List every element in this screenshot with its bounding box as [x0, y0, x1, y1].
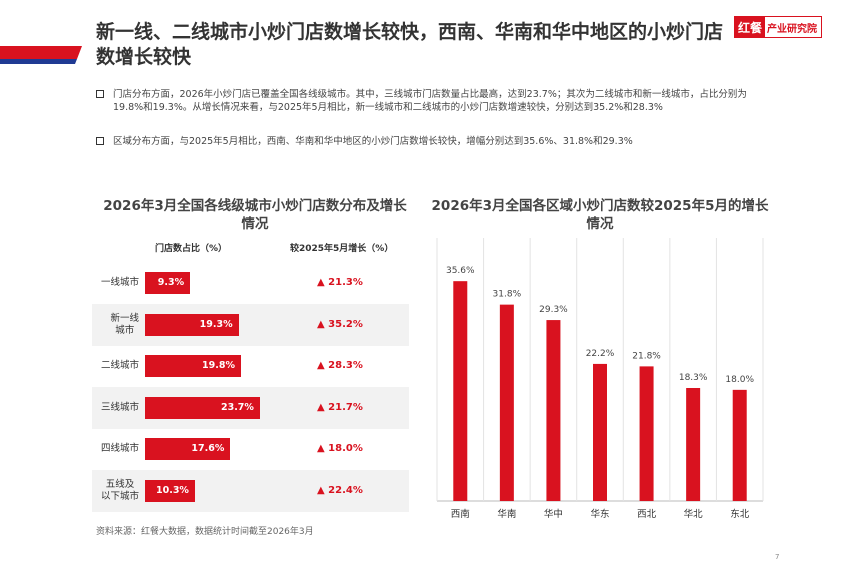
table-row: 五线及 以下城市 10.3% ▲ 22.4%	[92, 470, 409, 512]
share-bar: 23.7%	[145, 396, 260, 419]
row-label: 新一线 城市	[110, 312, 139, 336]
bar-华中	[546, 320, 561, 501]
left-chart-title: 2026年3月全国各线级城市小炒门店数分布及增长情况	[103, 198, 407, 232]
data-label: 18.3%	[679, 373, 708, 383]
col-header-share: 门店数占比（%）	[155, 244, 228, 254]
bullet-2: 区域分布方面，与2025年5月相比，西南、华南和华中地区的小炒门店数增长较快，增…	[96, 135, 766, 148]
source-note: 资料来源：红餐大数据，数据统计时间截至2026年3月	[96, 527, 314, 537]
page-number: 7	[775, 553, 780, 561]
square-bullet-icon	[96, 137, 104, 145]
table-row: 一线城市 9.3% ▲ 21.3%	[92, 262, 409, 304]
share-bar: 19.3%	[145, 313, 239, 336]
x-tick-label: 华东	[590, 508, 609, 520]
data-label: 22.2%	[586, 349, 615, 359]
data-label: 29.3%	[539, 305, 568, 315]
bar-华南	[499, 304, 514, 501]
x-tick-label: 华中	[544, 508, 563, 520]
right-chart-title: 2026年3月全国各区域小炒门店数较2025年5月的增长情况	[431, 198, 769, 232]
share-bar: 17.6%	[145, 438, 231, 461]
x-tick-label: 西北	[637, 509, 657, 520]
growth-value: ▲ 21.7%	[317, 401, 363, 413]
table-row: 四线城市 17.6% ▲ 18.0%	[92, 428, 409, 470]
square-bullet-icon	[96, 90, 104, 98]
growth-value: ▲ 35.2%	[317, 318, 363, 330]
x-tick-label: 西南	[451, 508, 470, 520]
row-label: 三线城市	[100, 401, 139, 413]
data-label: 18.0%	[725, 375, 754, 385]
table-row: 二线城市 19.8% ▲ 28.3%	[92, 345, 409, 387]
share-bar: 10.3%	[145, 480, 195, 502]
row-label: 四线城市	[100, 443, 139, 455]
x-tick-label: 东北	[730, 508, 750, 520]
data-label: 31.8%	[493, 290, 522, 300]
table-row: 三线城市 23.7% ▲ 21.7%	[92, 386, 409, 429]
x-tick-label: 华北	[684, 508, 704, 520]
row-label: 一线城市	[100, 277, 139, 288]
growth-value: ▲ 18.0%	[317, 443, 363, 455]
header-decoration	[0, 46, 82, 64]
data-label: 21.8%	[632, 351, 661, 361]
share-bar: 19.8%	[145, 355, 242, 378]
table-row: 新一线 城市 19.3% ▲ 35.2%	[92, 303, 409, 346]
bar-西南	[453, 281, 468, 501]
row-label: 五线及 以下城市	[100, 479, 139, 502]
share-bar: 9.3%	[145, 272, 191, 294]
bullet-1: 门店分布方面，2026年小炒门店已覆盖全国各线级城市。其中，三线城市门店数量占比…	[96, 88, 766, 114]
bar-华北	[686, 387, 701, 501]
x-tick-label: 华南	[497, 508, 516, 520]
logo: 红餐 产业研究院	[734, 16, 822, 38]
page-title: 新一线、二线城市小炒门店数增长较快，西南、华南和华中地区的小炒门店数增长较快	[96, 21, 724, 68]
growth-value: ▲ 28.3%	[317, 360, 363, 372]
data-label: 35.6%	[446, 266, 475, 276]
bar-华东	[593, 363, 607, 501]
growth-value: ▲ 22.4%	[317, 485, 363, 496]
bar-东北	[732, 389, 747, 501]
row-label: 二线城市	[100, 360, 139, 372]
growth-value: ▲ 21.3%	[317, 277, 363, 288]
bar-西北	[639, 366, 654, 501]
col-header-growth: 较2025年5月增长（%）	[290, 244, 394, 254]
